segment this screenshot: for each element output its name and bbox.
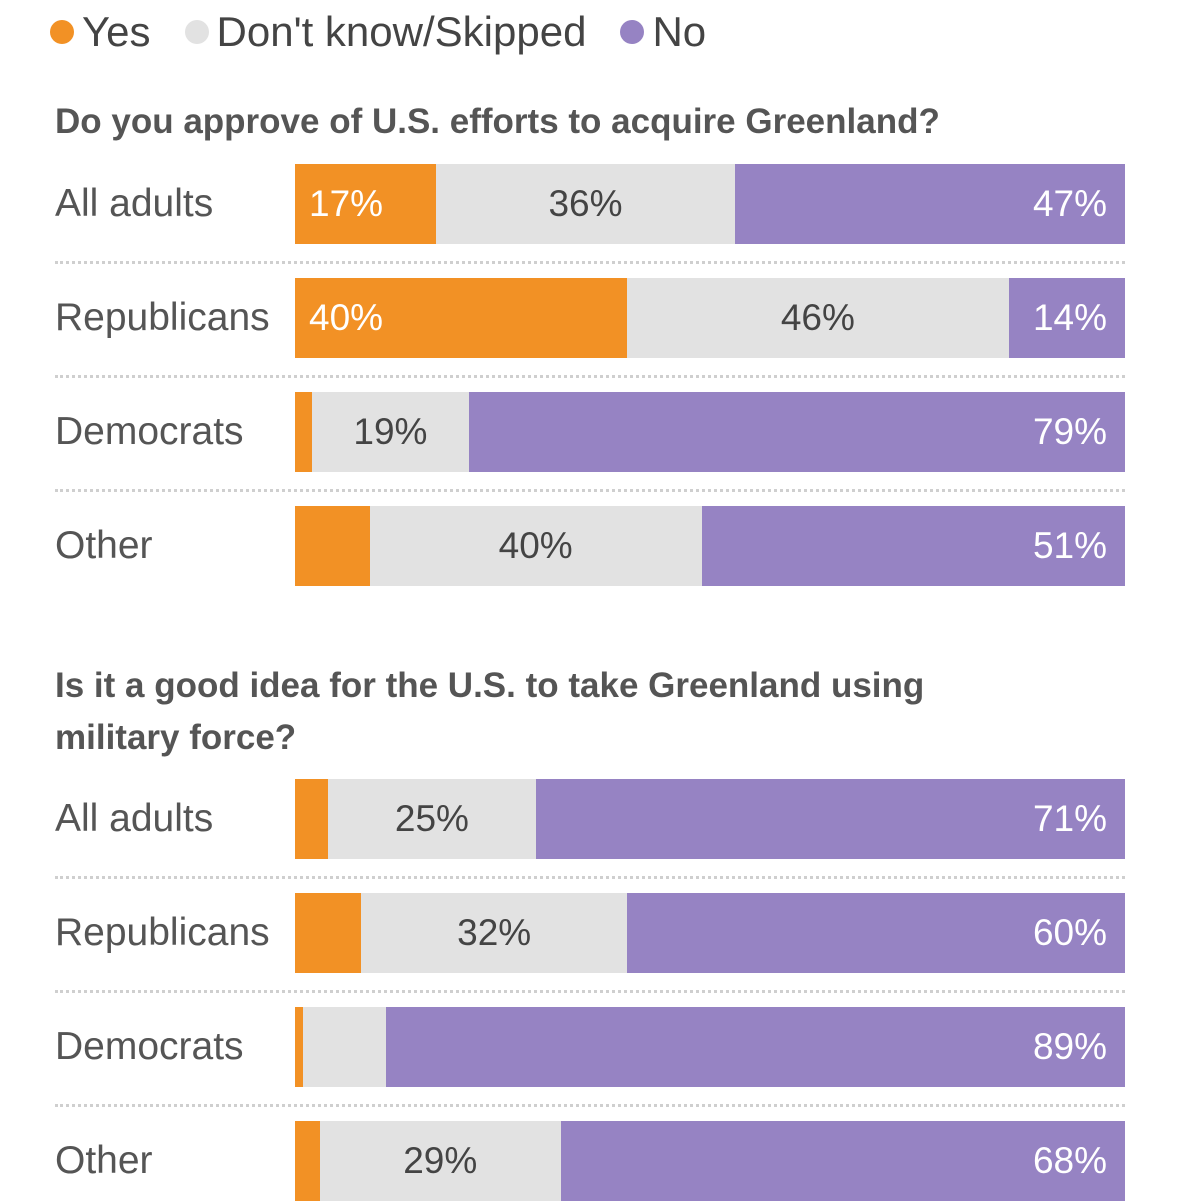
- chart-1-title: Do you approve of U.S. efforts to acquir…: [55, 102, 940, 141]
- bar-segment-dont-know: [328, 779, 536, 859]
- bar-segment-no: [701, 506, 1125, 586]
- legend-label-dont-know: Don't know/Skipped: [216, 8, 587, 55]
- legend-label-yes: Yes: [82, 8, 151, 55]
- data-label-no: 51%: [1032, 525, 1107, 566]
- chart-1-row-other: Other 40% 51%: [0, 506, 1179, 586]
- bar-segment-no: [386, 1007, 1125, 1087]
- bar-segment-yes: [295, 278, 627, 358]
- bar-segment-yes: [295, 506, 370, 586]
- legend-item-dont-know: Don't know/Skipped: [184, 8, 587, 56]
- row-label: Republicans: [55, 911, 270, 954]
- data-label-no: 68%: [1032, 1140, 1107, 1181]
- data-label-dont-know: 40%: [498, 525, 573, 566]
- row-label: All adults: [55, 182, 214, 225]
- bar-segment-no: [734, 164, 1125, 244]
- bar-segment-yes: [295, 1007, 304, 1087]
- data-label-no: 47%: [1032, 183, 1107, 224]
- bar-segment-no: [627, 893, 1125, 973]
- stacked-bar: 40% 46% 14%: [295, 278, 1125, 358]
- data-label-no: 79%: [1032, 411, 1107, 452]
- chart-2-row-all-adults: All adults 25% 71%: [0, 779, 1179, 859]
- bar-segment-dont-know: [436, 164, 735, 244]
- chart-2-row-republicans: Republicans 32% 60%: [0, 893, 1179, 973]
- legend-dot-yes: [50, 20, 74, 44]
- data-label-dont-know: 19%: [353, 411, 428, 452]
- bar-segment-dont-know: [311, 392, 470, 472]
- bar-segment-no: [469, 392, 1125, 472]
- data-label-yes: 40%: [309, 297, 384, 338]
- bar-segment-dont-know: [627, 278, 1009, 358]
- chart-2-row-other: Other 29% 68%: [0, 1121, 1179, 1201]
- bar-segment-no: [1008, 278, 1125, 358]
- legend-item-yes: Yes: [50, 8, 151, 56]
- bar-segment-yes: [295, 164, 437, 244]
- stacked-bar: 19% 79%: [295, 392, 1125, 472]
- data-label-no: 71%: [1032, 798, 1107, 839]
- chart-1-row-democrats: Democrats 19% 79%: [0, 392, 1179, 472]
- row-label: Republicans: [55, 296, 270, 339]
- legend-dot-dont-know: [184, 20, 209, 44]
- data-label-no: 89%: [1032, 1026, 1107, 1067]
- bar-segment-yes: [295, 893, 362, 973]
- row-label: All adults: [55, 797, 214, 840]
- data-label-dont-know: 29%: [403, 1140, 478, 1181]
- stacked-bar: 89%: [295, 1007, 1125, 1087]
- row-divider: [55, 375, 1125, 378]
- data-label-dont-know: 46%: [780, 297, 855, 338]
- stacked-bar: 40% 51%: [295, 506, 1125, 586]
- bar-segment-dont-know: [319, 1121, 561, 1201]
- bar-segment-dont-know: [303, 1007, 387, 1087]
- legend-label-no: No: [652, 8, 707, 55]
- stacked-bar: 32% 60%: [295, 893, 1125, 973]
- legend-item-no: No: [620, 8, 706, 56]
- bar-segment-no: [535, 779, 1125, 859]
- bar-segment-dont-know: [369, 506, 702, 586]
- bar-segment-dont-know: [361, 893, 627, 973]
- legend: Yes Don't know/Skipped No: [50, 4, 740, 60]
- chart-1-row-all-adults: All adults 17% 36% 47%: [0, 164, 1179, 244]
- row-label: Democrats: [55, 1025, 244, 1068]
- row-label: Other: [55, 524, 153, 567]
- data-label-dont-know: 32%: [457, 912, 532, 953]
- stacked-bar: 25% 71%: [295, 779, 1125, 859]
- data-label-no: 60%: [1032, 912, 1107, 953]
- row-divider: [55, 876, 1125, 879]
- bar-segment-yes: [295, 392, 312, 472]
- chart-2-title: Is it a good idea for the U.S. to take G…: [55, 666, 925, 757]
- stacked-bar: 17% 36% 47%: [295, 164, 1125, 244]
- row-divider: [55, 489, 1125, 492]
- data-label-dont-know: 36%: [548, 183, 623, 224]
- data-label-no: 14%: [1032, 297, 1107, 338]
- row-label: Democrats: [55, 410, 244, 453]
- bar-segment-yes: [295, 1121, 320, 1201]
- chart-1-row-republicans: Republicans 40% 46% 14%: [0, 278, 1179, 358]
- row-divider: [55, 1104, 1125, 1107]
- row-divider: [55, 990, 1125, 993]
- data-label-yes: 17%: [309, 183, 384, 224]
- stacked-bar: 29% 68%: [295, 1121, 1125, 1201]
- chart-2-row-democrats: Democrats 89%: [0, 1007, 1179, 1087]
- bar-segment-no: [560, 1121, 1125, 1201]
- legend-dot-no: [620, 20, 645, 44]
- data-label-dont-know: 25%: [394, 798, 469, 839]
- bar-segment-yes: [295, 779, 329, 859]
- row-label: Other: [55, 1139, 153, 1182]
- row-divider: [55, 261, 1125, 264]
